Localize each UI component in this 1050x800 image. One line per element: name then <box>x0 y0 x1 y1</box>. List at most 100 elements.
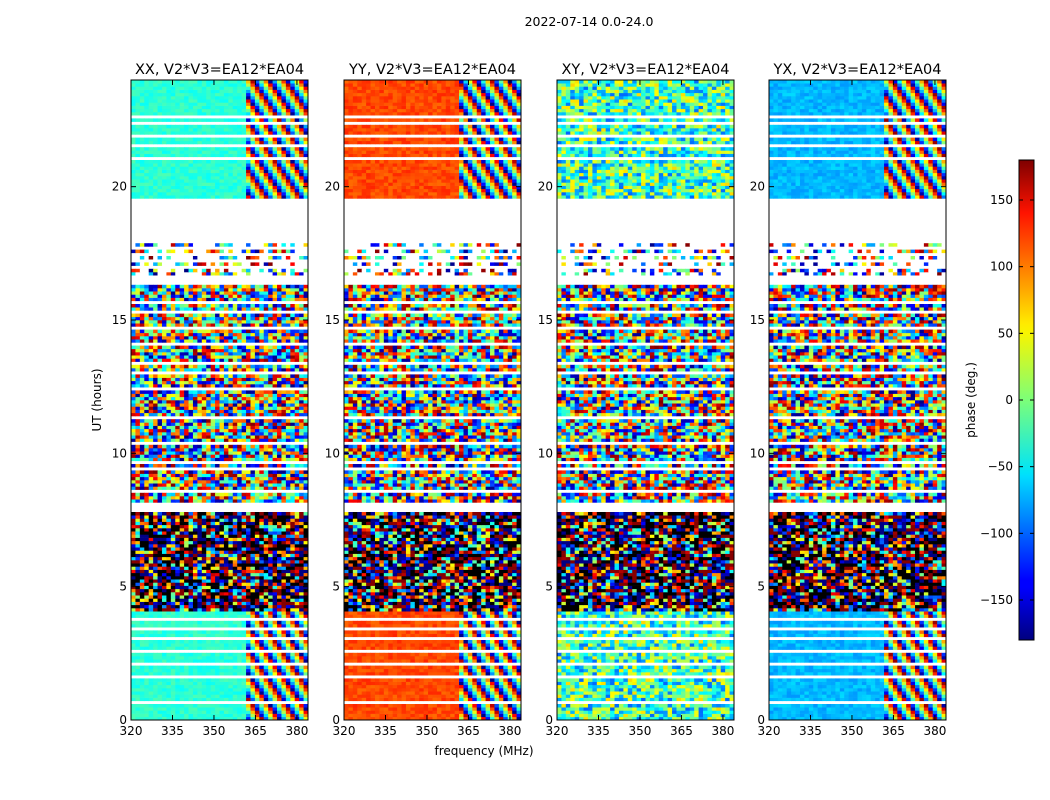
phase-cell <box>135 569 141 574</box>
phase-cell <box>170 499 176 503</box>
phase-cell <box>303 531 308 535</box>
phase-cell <box>135 684 141 689</box>
phase-cell <box>197 419 203 423</box>
phase-cell <box>268 499 273 503</box>
phase-cell <box>215 464 220 468</box>
phase-cell <box>268 697 273 702</box>
phase-cell <box>197 560 203 564</box>
phase-cell <box>184 470 189 474</box>
phase-cell <box>153 659 158 663</box>
phase-cell <box>153 422 158 426</box>
phase-cell <box>210 518 216 522</box>
phase-cell <box>175 438 181 442</box>
phase-cell <box>268 182 273 186</box>
phase-cell <box>223 352 229 356</box>
phase-cell <box>157 352 163 356</box>
phase-cell <box>170 547 176 551</box>
phase-cell <box>219 284 225 289</box>
phase-cell <box>281 406 287 410</box>
phase-cell <box>228 480 234 484</box>
phase-cell <box>175 704 181 708</box>
phase-cell <box>166 380 172 385</box>
phase-cell <box>157 643 163 647</box>
phase-cell <box>277 556 282 561</box>
phase-cell <box>192 688 198 692</box>
phase-cell <box>228 620 234 625</box>
phase-cell <box>281 598 287 602</box>
phase-cell <box>157 716 163 720</box>
phase-cell <box>161 323 167 327</box>
phase-cell <box>201 457 207 462</box>
phase-cell <box>144 284 150 289</box>
phase-cell <box>148 579 154 583</box>
phase-cell <box>285 320 291 324</box>
phase-cell <box>272 521 278 526</box>
phase-cell <box>197 313 203 318</box>
phase-cell <box>179 672 185 676</box>
phase-cell <box>303 374 308 378</box>
phase-cell <box>281 345 287 350</box>
phase-cell <box>179 576 185 580</box>
phase-cell <box>290 614 296 618</box>
phase-cell <box>175 611 181 615</box>
phase-cell <box>277 307 282 311</box>
phase-cell <box>303 707 308 711</box>
phase-cell <box>281 396 287 401</box>
phase-cell <box>210 531 216 535</box>
phase-cell <box>206 601 212 606</box>
phase-cell <box>263 336 269 340</box>
phase-cell <box>259 592 265 596</box>
phase-cell <box>268 384 273 388</box>
phase-cell <box>135 688 141 692</box>
phase-cell <box>259 624 265 628</box>
phase-cell <box>219 496 225 500</box>
phase-cell <box>268 707 273 711</box>
phase-cell <box>166 454 172 458</box>
phase-cell <box>148 620 154 625</box>
phase-cell <box>215 595 220 599</box>
phase-cell <box>294 704 300 708</box>
phase-cell <box>179 364 185 369</box>
phase-cell <box>254 419 260 423</box>
phase-cell <box>290 550 296 554</box>
phase-cell <box>206 550 212 554</box>
phase-cell <box>237 195 243 199</box>
phase-cell <box>246 307 251 311</box>
phase-cell <box>299 332 304 337</box>
phase-cell <box>157 243 163 247</box>
phase-cell <box>294 582 300 586</box>
phase-cell <box>250 380 256 385</box>
phase-cell <box>237 528 243 532</box>
phase-cell <box>206 406 212 410</box>
phase-cell <box>299 672 304 676</box>
phase-cell <box>157 576 163 580</box>
phase-cell <box>192 483 198 487</box>
phase-cell <box>259 598 265 602</box>
phase-cell <box>294 553 300 558</box>
phase-cell <box>246 512 251 516</box>
phase-cell <box>228 435 234 439</box>
phase-cell <box>166 470 172 474</box>
phase-cell <box>254 345 260 350</box>
phase-cell <box>237 608 243 612</box>
phase-cell <box>250 425 256 430</box>
phase-cell <box>241 297 247 302</box>
phase-cell <box>228 665 234 670</box>
phase-cell <box>192 697 198 702</box>
phase-cell <box>285 588 291 593</box>
phase-cell <box>241 492 247 497</box>
phase-cell <box>206 182 212 186</box>
phase-cell <box>290 297 296 302</box>
phase-cell <box>166 448 172 452</box>
phase-cell <box>197 448 203 452</box>
phase-cell <box>201 572 207 577</box>
phase-cell <box>254 185 260 190</box>
phase-cell <box>170 537 176 542</box>
phase-cell <box>157 454 163 458</box>
phase-cell <box>250 492 256 497</box>
phase-cell <box>294 355 300 359</box>
phase-cell <box>192 563 198 567</box>
phase-cell <box>188 448 194 452</box>
phase-cell <box>281 668 287 673</box>
phase-cell <box>135 585 141 590</box>
